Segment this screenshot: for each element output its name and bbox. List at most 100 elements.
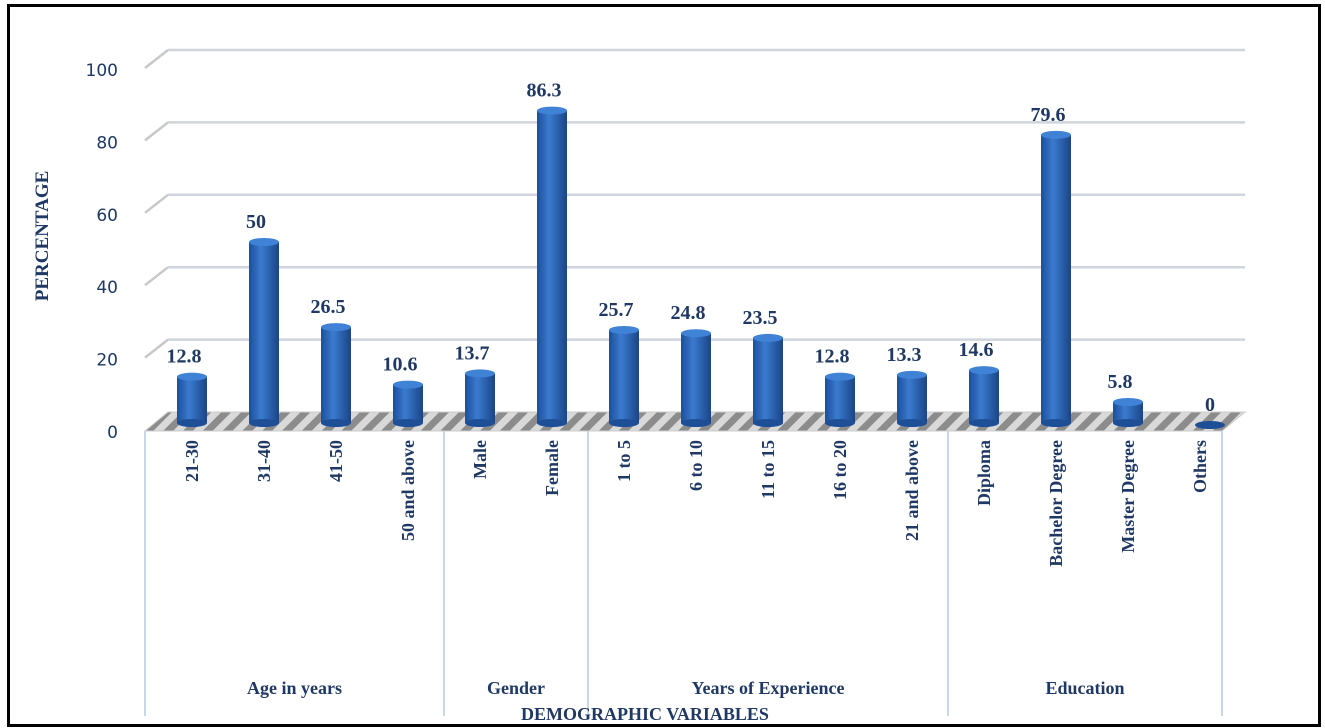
bar-base [897,419,927,427]
gridline-side [144,266,169,287]
x-tick-label: Others [1190,440,1210,493]
data-label: 25.7 [599,299,634,321]
bar: 13.7 [455,342,495,427]
bar-top [825,372,855,381]
bar: 13.3 [887,344,927,427]
bar-body [897,374,927,423]
bar-base [825,419,855,427]
bar: 26.5 [311,296,351,427]
data-label: 12.8 [167,346,202,368]
data-label: 5.8 [1108,371,1133,393]
data-label: 23.5 [743,307,778,329]
bar-base [465,419,495,427]
bar-body [825,376,855,423]
bar-base [393,419,423,427]
y-axis-title: PERCENTAGE [32,171,53,302]
bar-body [321,327,351,423]
bar: 25.7 [599,299,639,427]
bar-top [465,369,495,378]
data-label: 0 [1205,394,1215,416]
bar-top [537,106,567,115]
bar-top [393,380,423,389]
bar: 79.6 [1031,104,1071,427]
bar: 12.8 [815,346,855,427]
x-tick-label: 31-40 [254,440,274,482]
x-tick-label: 21-30 [182,440,202,482]
bar-top [1195,421,1225,429]
x-tick-label: 21 and above [902,440,922,541]
group-label: Education [1045,678,1124,698]
group-label: Years of Experience [692,678,845,698]
bar-base [969,419,999,427]
data-label: 13.3 [887,344,922,366]
chart-frame [7,4,1321,727]
y-tick-label: 40 [96,278,118,298]
bar-base [249,419,279,427]
data-label: 13.7 [455,342,490,364]
bar-body [249,242,279,423]
bar: 14.6 [959,339,999,427]
bar-base [609,419,639,427]
x-tick-label: 41-50 [326,440,346,482]
y-tick-label: 80 [96,133,118,153]
bar: 50 [246,211,279,427]
bar: 12.8 [167,346,207,427]
bar-top [1041,130,1071,139]
bar: 24.8 [671,302,711,427]
bar-body [681,333,711,423]
bar-top [969,366,999,375]
bar-top [753,333,783,342]
x-tick-label: Female [542,440,562,496]
x-tick-label: Diploma [974,440,994,506]
x-tick-label: 6 to 10 [686,440,706,491]
x-tick-label: 16 to 20 [830,440,850,500]
bar: 23.5 [743,307,783,427]
group-label: Age in years [247,678,342,698]
bar-base [1041,419,1071,427]
gridline-side [144,193,169,214]
data-label: 10.6 [383,354,418,376]
data-label: 14.6 [959,339,994,361]
data-label: 12.8 [815,346,850,368]
x-tick-label: 1 to 5 [614,440,634,482]
bar: 0 [1195,394,1225,429]
x-axis-title: DEMOGRAPHIC VARIABLES [521,704,769,724]
bar-top [177,372,207,381]
x-tick-label: 50 and above [398,440,418,541]
bar-body [1113,402,1143,423]
x-tick-label: 11 to 15 [758,440,778,499]
gridline-side [144,338,169,359]
bar-base [1113,419,1143,427]
bar-body [177,376,207,423]
data-label: 86.3 [527,80,562,102]
bar-body [753,337,783,423]
bar-body [465,373,495,423]
x-tick-label: Bachelor Degree [1046,440,1066,567]
data-label: 79.6 [1031,104,1066,126]
bar-body [969,370,999,423]
data-label: 50 [246,211,266,233]
bar-top [321,323,351,332]
x-tick-label: Male [470,440,490,479]
group-label: Gender [487,678,545,698]
gridline-side [144,121,169,142]
y-tick-label: 60 [96,206,118,226]
bar-base [681,419,711,427]
data-label: 24.8 [671,302,706,324]
bar-top [249,238,279,246]
bar-top [897,370,927,379]
x-tick-label: Master Degree [1118,440,1138,553]
bar: 86.3 [527,80,567,427]
bar-body [609,329,639,423]
data-label: 26.5 [311,296,346,318]
bar-top [609,325,639,334]
bar-base [321,419,351,427]
bar-top [681,329,711,338]
bar-top [1113,398,1143,407]
y-tick-label: 0 [107,423,118,443]
gridline-side [144,49,169,69]
bar-base [177,419,207,427]
bar-base [753,419,783,427]
bar-body [537,110,567,424]
